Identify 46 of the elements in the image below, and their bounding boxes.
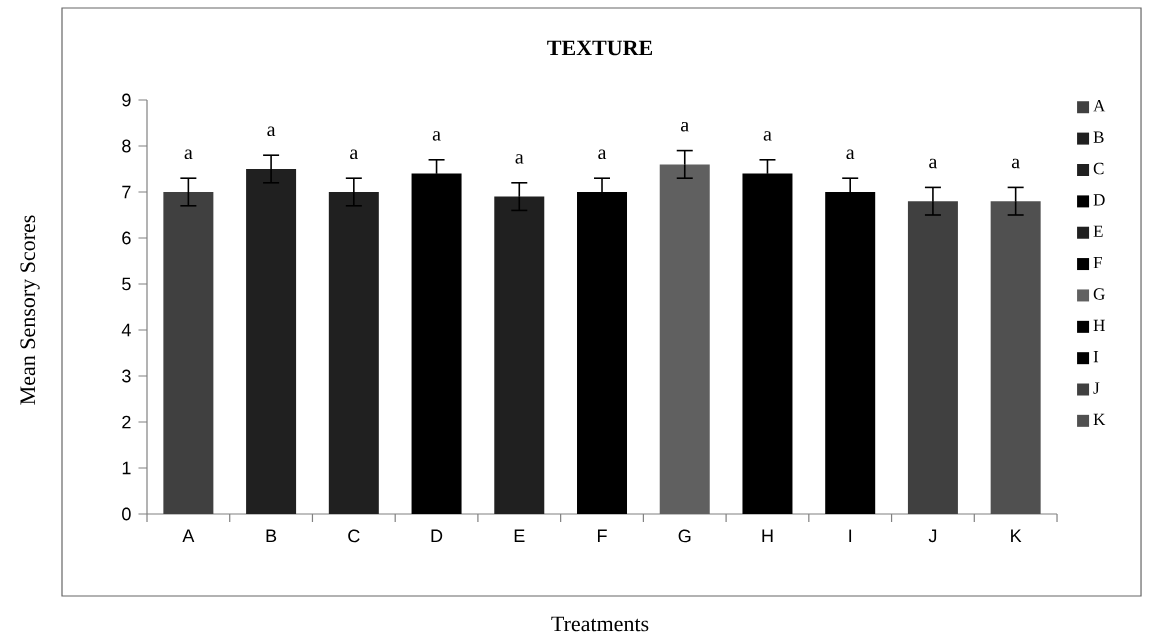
legend-label: K	[1093, 413, 1106, 425]
x-tick-label: F	[597, 529, 607, 542]
legend-label: A	[1093, 100, 1106, 112]
x-tick-label: I	[849, 529, 852, 542]
legend-label: C	[1093, 162, 1104, 175]
x-tick-label: E	[514, 529, 525, 542]
y-tick-label: 2	[122, 415, 131, 429]
y-tick-label: 3	[122, 369, 131, 383]
x-tick-label: G	[678, 529, 691, 543]
annotation: a	[267, 126, 276, 137]
legend-label: B	[1093, 131, 1104, 143]
y-tick-label: 8	[122, 139, 131, 153]
y-tick-label: 4	[121, 323, 131, 337]
y-tick-label: 0	[122, 507, 131, 521]
annotation: a	[929, 158, 938, 169]
annotation: a	[763, 131, 772, 141]
y-tick-label: 5	[122, 277, 131, 291]
annotation: a	[846, 149, 855, 160]
y-tick-label: 1	[122, 461, 131, 475]
y-tick-label: 7	[122, 185, 131, 199]
annotation: a	[680, 121, 689, 132]
legend-label: D	[1093, 194, 1105, 206]
annotation: a	[350, 149, 358, 160]
y-tick-label: 9	[122, 93, 131, 107]
y-axis-title: Mean Sensory Scores	[20, 215, 40, 405]
annotation: a	[598, 149, 607, 160]
x-tick-label: A	[182, 529, 195, 542]
x-tick-label: J	[928, 529, 937, 543]
annotation: a	[515, 154, 524, 164]
x-tick-label: H	[762, 529, 773, 542]
chart-title: TEXTURE	[547, 40, 653, 56]
legend-label: F	[1093, 256, 1102, 269]
annotation: a	[184, 149, 193, 160]
x-tick-label: D	[431, 529, 443, 542]
legend-label: H	[1093, 319, 1105, 331]
x-tick-label: C	[348, 529, 360, 543]
annotation: a	[1011, 158, 1020, 169]
legend-label: I	[1093, 351, 1099, 363]
x-tick-label: B	[266, 529, 277, 542]
legend-label: E	[1093, 225, 1103, 237]
annotation: a	[432, 131, 441, 141]
x-axis-title: Treatments	[551, 616, 649, 632]
legend-label: J	[1093, 382, 1100, 394]
x-tick-label: K	[1011, 529, 1022, 542]
y-tick-label: 6	[122, 231, 131, 245]
legend-label: G	[1093, 288, 1105, 300]
